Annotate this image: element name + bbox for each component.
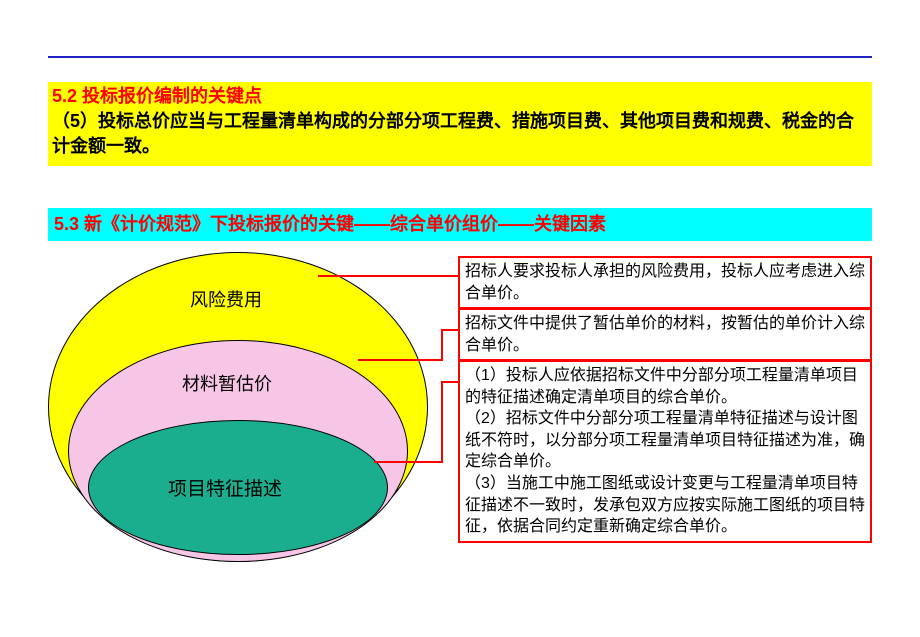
section-5-3-title: 5.3 新《计价规范》下投标报价的关键——综合单价组价——关键因素 (54, 212, 866, 237)
section-5-2: 5.2 投标报价编制的关键点 （5）投标总价应当与工程量清单构成的分部分项工程费… (48, 82, 872, 166)
callout-material: 招标文件中提供了暂估单价的材料，按暂估的单价计入综合单价。 (458, 308, 872, 361)
venn-diagram: 风险费用 材料暂估价 项目特征描述 招标人要求投标人承担的风险费用，投标人应考虑… (48, 252, 872, 622)
section-5-2-title: 5.2 投标报价编制的关键点 (52, 84, 868, 109)
callout-risk: 招标人要求投标人承担的风险费用，投标人应考虑进入综合单价。 (458, 256, 872, 309)
divider-rule (48, 56, 872, 58)
label-feature: 项目特征描述 (168, 474, 282, 501)
section-5-2-body: （5）投标总价应当与工程量清单构成的分部分项工程费、措施项目费、其他项目费和规费… (52, 109, 868, 159)
label-material: 材料暂估价 (182, 370, 272, 396)
section-5-3: 5.3 新《计价规范》下投标报价的关键——综合单价组价——关键因素 (48, 208, 872, 241)
label-risk: 风险费用 (190, 286, 262, 312)
callout-feature: （1）投标人应依据招标文件中分部分项工程量清单项目的特征描述确定清单项目的综合单… (458, 360, 872, 543)
